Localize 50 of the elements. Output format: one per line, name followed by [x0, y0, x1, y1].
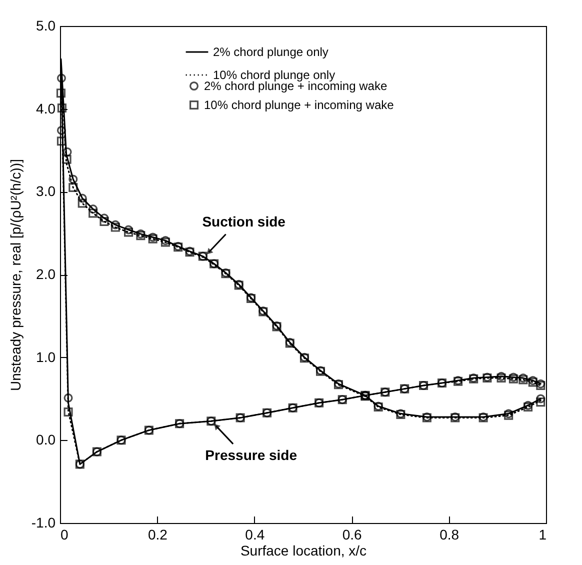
point [78, 198, 87, 208]
point [110, 222, 120, 232]
legend-label: 2% chord plunge only [213, 45, 328, 59]
point [496, 372, 506, 381]
y-tick-label: 1.0 [36, 348, 56, 365]
point [496, 374, 506, 383]
point [136, 231, 146, 240]
y-tick-label: 2.0 [36, 266, 56, 282]
point [62, 154, 72, 164]
point [68, 174, 78, 184]
point [68, 183, 78, 192]
y-tick-label: 5.0 [36, 18, 56, 34]
point [88, 208, 98, 218]
y-tick-label: 0.0 [36, 432, 56, 448]
point [62, 147, 72, 156]
point [124, 225, 134, 234]
x-tick-label: 0.6 [342, 526, 362, 542]
x-tick-label: 0 [60, 526, 68, 542]
point [100, 214, 109, 223]
point [536, 379, 546, 388]
x-tick-label: 0.4 [245, 526, 265, 542]
point [64, 407, 73, 417]
legend-label: 10% chord plunge + incoming wake [204, 98, 394, 112]
point [56, 136, 66, 146]
point [78, 194, 87, 203]
point [536, 380, 546, 390]
y-axis-title: Unsteady pressure, real [p/(ρU²(h/c))] [7, 158, 24, 392]
point [88, 204, 98, 214]
x-axis-title: Surface location, x/c [240, 542, 367, 558]
point [536, 398, 546, 407]
point [524, 400, 533, 410]
point [56, 88, 66, 98]
point [100, 216, 109, 226]
point [64, 393, 73, 402]
y-tick-label: 3.0 [36, 183, 56, 200]
annotation: Pressure side [205, 446, 298, 463]
annotation: Suction side [202, 213, 286, 230]
point [57, 103, 66, 113]
legend-label: 10% chord plunge only [213, 68, 336, 82]
point [536, 394, 546, 404]
x-tick-label: 1 [538, 526, 547, 542]
point [136, 229, 146, 238]
y-tick-label: 4.0 [36, 100, 56, 116]
x-tick-label: 0.8 [440, 526, 460, 542]
point [524, 402, 533, 412]
y-tick-label: -1.0 [31, 514, 56, 530]
point [56, 74, 66, 83]
point [124, 228, 134, 237]
x-tick-label: 0.2 [148, 526, 168, 542]
point [110, 220, 120, 230]
